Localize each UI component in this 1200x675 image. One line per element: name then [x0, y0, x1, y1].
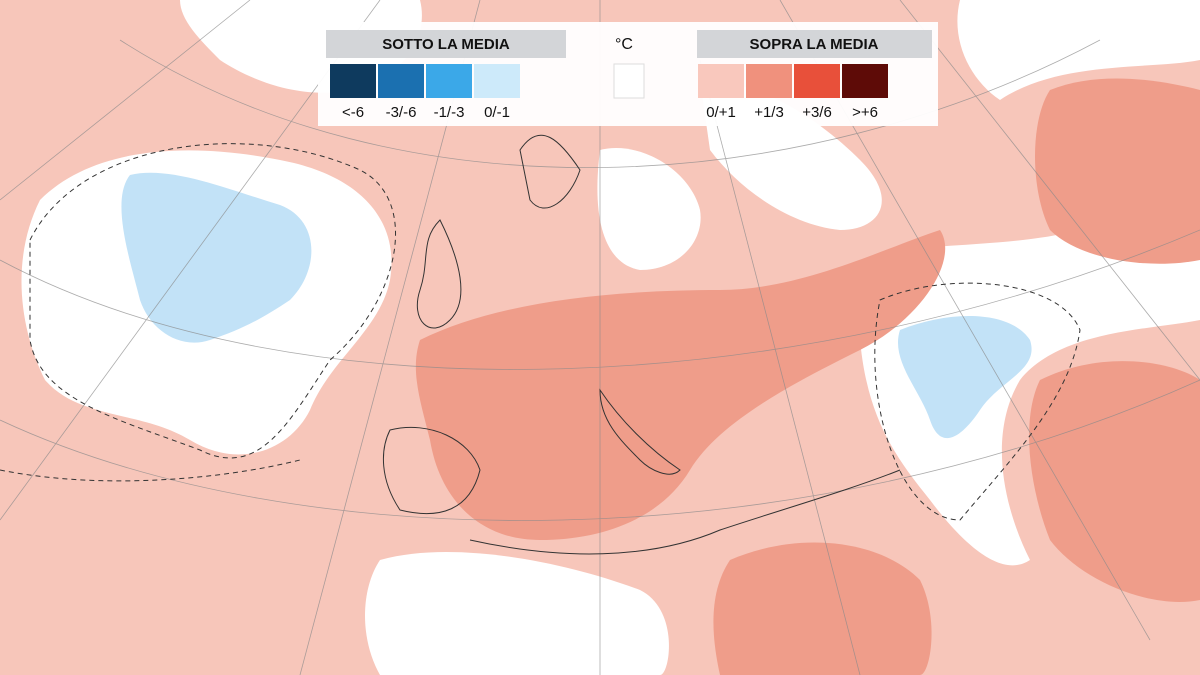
legend-label: >+6 — [852, 104, 878, 121]
legend-label: -1/-3 — [434, 104, 465, 121]
legend-swatch — [842, 64, 888, 98]
unit-label: °C — [615, 36, 633, 53]
legend-swatch — [698, 64, 744, 98]
legend-swatch — [474, 64, 520, 98]
legend: SOTTO LA MEDIA SOPRA LA MEDIA °C <-6 -3/-… — [318, 22, 938, 126]
legend-swatch — [426, 64, 472, 98]
legend-label: -3/-6 — [386, 104, 417, 121]
legend-swatch — [330, 64, 376, 98]
legend-swatch — [613, 63, 645, 99]
legend-title: SOPRA LA MEDIA — [750, 36, 879, 53]
legend-label: +1/3 — [754, 104, 784, 121]
legend-swatch — [378, 64, 424, 98]
legend-label: <-6 — [342, 104, 364, 121]
legend-label: 0/+1 — [706, 104, 736, 121]
legend-swatch — [794, 64, 840, 98]
legend-title: SOTTO LA MEDIA — [382, 36, 510, 53]
legend-label: 0/-1 — [484, 104, 510, 121]
legend-swatch — [746, 64, 792, 98]
legend-label: +3/6 — [802, 104, 832, 121]
